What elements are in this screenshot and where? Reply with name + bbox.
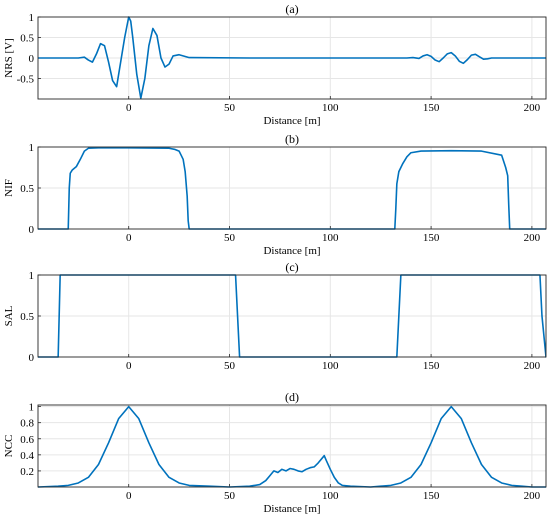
axes-box: [37, 146, 547, 230]
y-tick-label: 1: [29, 270, 35, 282]
y-tick-label: 0: [29, 352, 35, 364]
x-tick-label: 150: [423, 232, 440, 244]
x-tick-label: 150: [423, 102, 440, 114]
y-tick-label: 0: [29, 53, 35, 65]
y-tick-label: 0.8: [20, 418, 34, 430]
panel-title: (b): [285, 132, 299, 146]
x-tick-label: 200: [524, 232, 541, 244]
x-tick-label: 150: [423, 360, 440, 372]
y-tick-label: 1: [29, 402, 35, 414]
axes-box: [37, 16, 547, 100]
y-tick-label: 0.6: [20, 434, 34, 446]
x-axis-label: Distance [m]: [263, 115, 320, 127]
x-axis-label: Distance [m]: [263, 503, 320, 515]
x-tick-label: 50: [224, 232, 236, 244]
x-tick-label: 200: [524, 490, 541, 502]
y-tick-label: 0.5: [20, 33, 34, 45]
y-axis-label: NRS [V]: [3, 38, 15, 77]
panel-2: (b) 0 50 100 150 200 0 0.5 1 Distance [m] NIF: [3, 132, 547, 257]
y-tick-label: 1: [29, 12, 35, 24]
axes-box: [37, 274, 547, 358]
y-tick-label: 0.5: [20, 311, 34, 323]
panel-3: (c) 0 50 100 150 200 0 0.5 1 SAL: [3, 260, 547, 372]
panel-title: (d): [285, 390, 299, 404]
x-tick-label: 100: [322, 360, 339, 372]
y-axis-label: NIF: [3, 179, 15, 197]
x-tick-label: 0: [126, 232, 132, 244]
panel-4: (d) 0 50 100 150 200 0.2 0.4 0.6 0.8 1 Distance [m]…: [3, 390, 547, 515]
y-tick-label: 0.4: [20, 450, 34, 462]
x-tick-label: 100: [322, 232, 339, 244]
x-tick-label: 50: [224, 360, 236, 372]
x-tick-label: 0: [126, 102, 132, 114]
panel-title: (a): [285, 2, 298, 16]
y-axis-label: NCC: [3, 435, 15, 458]
y-tick-label: 0: [29, 224, 35, 236]
series-line: [38, 405, 546, 488]
y-tick-label: 0.5: [20, 183, 34, 195]
panel-title: (c): [285, 260, 298, 274]
x-tick-label: 50: [224, 490, 236, 502]
x-tick-label: 0: [126, 360, 132, 372]
x-tick-label: 50: [224, 102, 236, 114]
x-tick-label: 100: [322, 102, 339, 114]
axes-box: [37, 404, 547, 488]
x-tick-label: 200: [524, 102, 541, 114]
series-line: [38, 147, 546, 230]
x-axis-label: Distance [m]: [263, 245, 320, 257]
series-line: [38, 16, 546, 99]
y-tick-label: 0.2: [20, 466, 34, 478]
x-tick-label: 150: [423, 490, 440, 502]
panel-1: (a) 0 50 100 150 200 -0.5 0 0.5 1 Distance [m] NRS …: [3, 2, 547, 127]
y-tick-label: 1: [29, 142, 35, 154]
x-tick-label: 0: [126, 490, 132, 502]
x-tick-label: 200: [524, 360, 541, 372]
y-tick-label: -0.5: [17, 74, 35, 86]
x-tick-label: 100: [322, 490, 339, 502]
y-axis-label: SAL: [3, 305, 15, 326]
